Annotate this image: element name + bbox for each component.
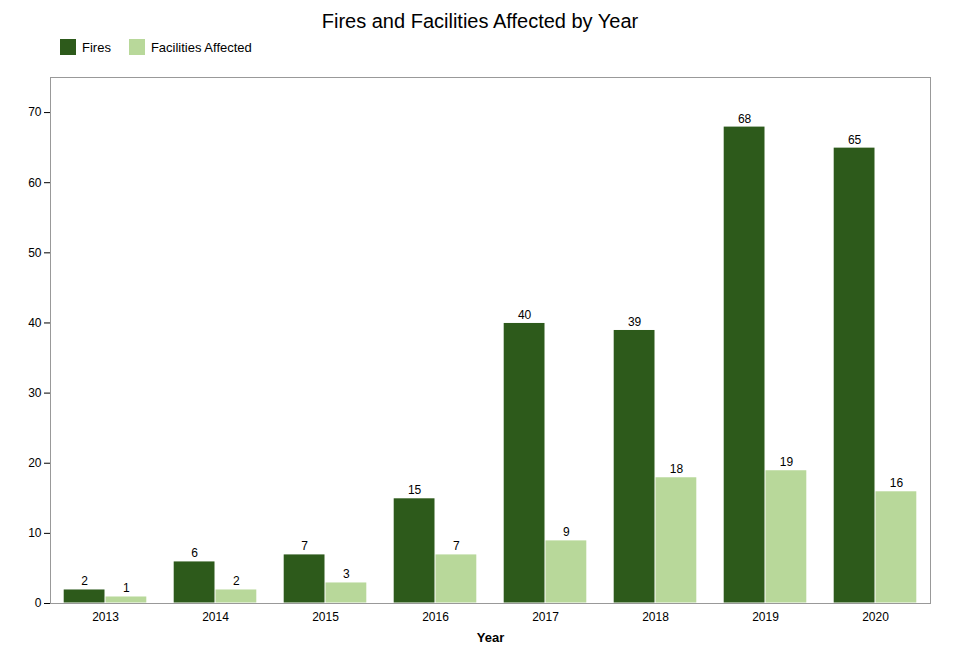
- svg-text:1: 1: [123, 581, 130, 595]
- svg-text:2015: 2015: [312, 610, 339, 624]
- svg-text:2013: 2013: [92, 610, 119, 624]
- html-text:Fires: Fires: [82, 39, 111, 55]
- svg-text:3: 3: [343, 567, 350, 581]
- svg-text:2020: 2020: [862, 610, 889, 624]
- svg-text:65: 65: [848, 133, 862, 147]
- html-text:Fires and Facilities Affected: Fires and Facilities Affected by Year: [321, 10, 639, 32]
- svg-text:2018: 2018: [642, 610, 669, 624]
- svg-text:0: 0: [35, 596, 42, 610]
- svg-text:60: 60: [28, 176, 42, 190]
- html-text:Facilities Affected: Facilities Affected: [150, 39, 252, 55]
- svg-text:40: 40: [28, 316, 42, 330]
- svg-text:2019: 2019: [752, 610, 779, 624]
- svg-text:30: 30: [28, 386, 42, 400]
- svg-text:2017: 2017: [532, 610, 559, 624]
- svg-text:50: 50: [28, 246, 42, 260]
- svg-text:2016: 2016: [422, 610, 449, 624]
- svg-text:7: 7: [301, 539, 308, 553]
- svg-text:2: 2: [81, 574, 88, 588]
- svg-text:19: 19: [780, 455, 794, 469]
- svg-text:20: 20: [28, 456, 42, 470]
- svg-text:9: 9: [563, 525, 570, 539]
- svg-text:2: 2: [233, 574, 240, 588]
- svg-text:7: 7: [453, 539, 460, 553]
- svg-text:2014: 2014: [202, 610, 229, 624]
- svg-text:Year: Year: [477, 630, 504, 645]
- svg-text:15: 15: [408, 483, 422, 497]
- svg-text:68: 68: [738, 112, 752, 126]
- svg-text:39: 39: [628, 315, 642, 329]
- svg-text:40: 40: [518, 308, 532, 322]
- svg-text:16: 16: [890, 476, 904, 490]
- svg-text:18: 18: [670, 462, 684, 476]
- svg-text:10: 10: [28, 526, 42, 540]
- svg-text:6: 6: [191, 546, 198, 560]
- svg-text:70: 70: [28, 105, 42, 119]
